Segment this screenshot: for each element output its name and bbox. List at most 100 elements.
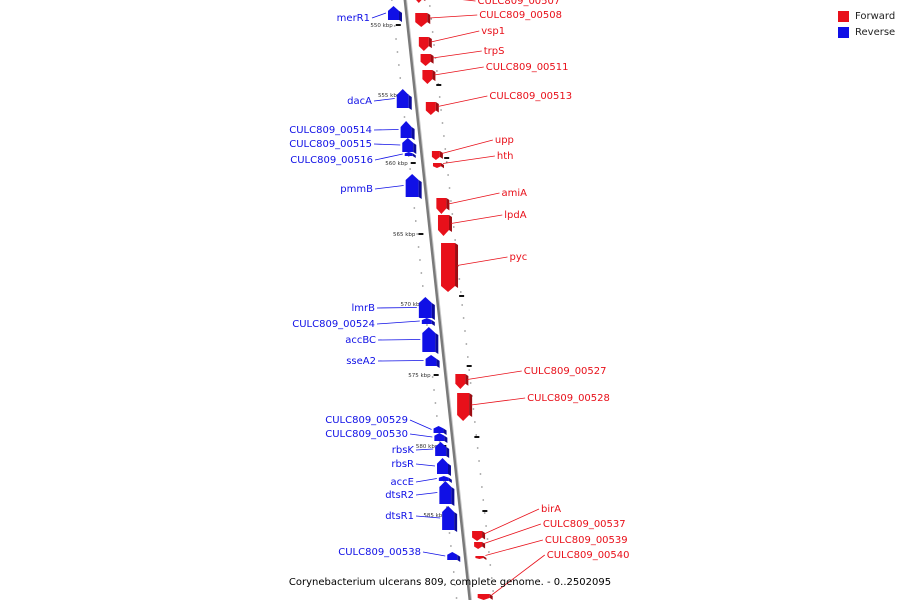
reverse-gene-label-leader [373,98,395,102]
kbp-tick-label: 580 kbp [416,444,439,450]
forward-gene [415,13,431,27]
reverse-gene-label-leader [409,433,433,438]
reverse-gene-label: pmmB [340,184,373,195]
kbp-tick-label: 555 kbp [378,93,401,99]
forward-gene [425,102,439,115]
forward-gene-label-leader [434,66,484,76]
reverse-gene-label: merR1 [337,13,370,24]
forward-gene-label: CULC809_00508 [479,10,562,21]
forward-gene-label-leader [450,214,503,224]
forward-gene-label: lpdA [504,210,526,221]
reverse-gene [442,506,458,532]
reverse-gene [438,476,452,483]
reverse-gene-label: accE [391,477,414,488]
forward-gene-label-leader [483,523,542,544]
forward-gene-label-leader [442,155,495,164]
reverse-gene [422,327,439,354]
forward-gene [474,542,486,549]
forward-gene-label: hth [497,151,514,162]
reverse-gene [405,174,422,199]
forward-gene [441,243,459,292]
forward-gene-label: CULC809_00528 [527,393,610,404]
forward-gene [436,198,450,214]
reverse-gene [402,138,417,154]
forward-swatch [838,10,849,22]
reverse-gene-label: rbsR [391,459,414,470]
forward-gene-label: CULC809_00540 [547,550,630,561]
reverse-gene-label-leader [415,463,436,467]
forward-gene-label-leader [441,139,493,154]
reverse-gene-label: lmrB [352,303,376,314]
reverse-gene-label: CULC809_00524 [292,319,375,330]
forward-gene [475,556,487,560]
reverse-gene-label-leader [377,339,421,341]
reverse-gene [435,442,450,458]
forward-gene [418,37,432,51]
forward-gene-label-leader [467,370,522,380]
reverse-gene [437,458,452,476]
legend-reverse: Reverse [838,24,898,40]
kbp-tick-label: 560 kbp [385,161,408,167]
reverse-gene-label: CULC809_00516 [290,155,373,166]
forward-gene-label: CULC809_00507 [478,0,561,7]
genome-backbone-highlight [406,0,472,600]
reverse-gene-label-leader [409,419,432,430]
reverse-gene-label: accBC [345,335,376,346]
reverse-gene-label: rbsK [392,445,415,456]
forward-gene-label-leader [456,256,508,266]
reverse-gene-label: sseA2 [346,356,376,367]
genome-caption: Corynebacterium ulcerans 809, complete g… [288,577,612,588]
kbp-tick-label: 570 kbp [401,302,424,308]
forward-gene-label-leader [432,50,482,59]
forward-gene-label-leader [483,508,540,535]
forward-gene-label: birA [541,504,561,515]
forward-gene [457,393,473,421]
legend-forward-label: Forward [855,10,896,22]
forward-gene [477,594,493,600]
reverse-gene-label: CULC809_00515 [289,139,372,150]
reverse-gene [400,121,415,140]
reverse-gene [447,552,461,562]
forward-gene-label: CULC809_00511 [486,62,569,73]
forward-gene [422,70,436,84]
reverse-gene [421,318,435,326]
reverse-gene-label-leader [422,551,446,557]
forward-gene-label: pyc [510,252,528,263]
reverse-gene-label-leader [415,448,434,451]
forward-gene-label: CULC809_00513 [489,91,572,102]
kbp-tick-label: 565 kbp [393,232,416,238]
forward-gene-label-leader [462,0,476,2]
reverse-gene [404,152,416,158]
reverse-gene [425,355,440,368]
reverse-gene-label: dtsR2 [385,490,414,501]
reverse-gene-label: CULC809_00529 [325,415,408,426]
kbp-tick-label: 585 kbp [423,513,446,519]
reverse-gene-label-leader [415,515,441,519]
reverse-gene-label: CULC809_00514 [289,125,372,136]
reverse-swatch [838,26,849,38]
forward-gene-label: trpS [484,46,505,57]
reverse-gene-label: dacA [347,96,372,107]
forward-gene-label-leader [491,554,545,596]
forward-gene-label-leader [485,539,543,556]
reverse-gene-label-leader [374,185,404,190]
forward-gene-label: amiA [502,188,528,199]
reverse-gene-label-leader [373,143,401,146]
reverse-gene-label-leader [377,360,424,362]
forward-gene [431,151,443,160]
reverse-gene-label-leader [415,478,437,483]
reverse-gene [387,6,402,22]
reverse-gene-label-leader [376,320,420,325]
kbp-tick-label: 550 kbp [370,23,393,29]
reverse-gene-label: CULC809_00530 [325,429,408,440]
reverse-gene [433,426,447,435]
forward-gene [420,54,434,66]
forward-gene-label-leader [437,95,488,107]
kbp-tick-label: 575 kbp [408,373,431,379]
reverse-gene [418,297,435,320]
forward-gene [432,163,444,169]
reverse-gene [396,89,412,110]
reverse-gene [439,481,455,506]
forward-gene-label: vsp1 [481,26,505,37]
